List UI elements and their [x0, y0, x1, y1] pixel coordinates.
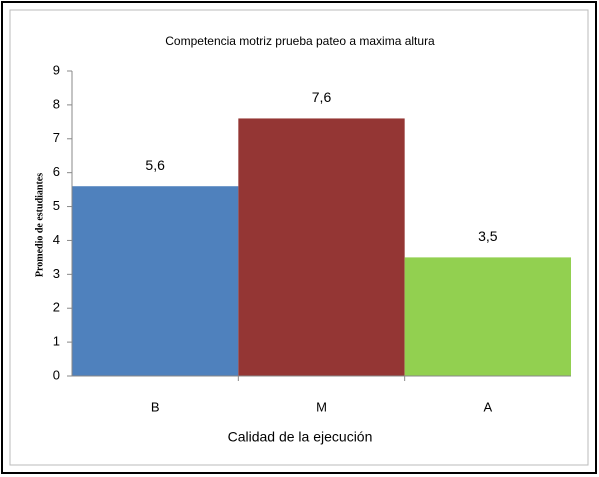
y-tick-label: 6 [53, 164, 60, 179]
x-tick-label: A [483, 399, 492, 414]
y-tick-label: 9 [53, 62, 60, 77]
bar [404, 257, 571, 376]
y-axis-title: Promedio de estudiantes [34, 173, 45, 277]
y-tick-label: 1 [53, 334, 60, 349]
y-tick-label: 5 [53, 198, 60, 213]
x-tick-label: M [316, 399, 327, 414]
y-tick-label: 8 [53, 96, 60, 111]
x-axis-title: Calidad de la ejecución [228, 429, 373, 445]
y-tick-label: 3 [53, 266, 60, 281]
y-tick-label: 4 [53, 232, 60, 247]
x-tick-label: B [151, 399, 160, 414]
chart-title: Competencia motriz prueba pateo a maxima… [165, 34, 435, 48]
y-tick-label: 2 [53, 300, 60, 315]
y-tick-label: 7 [53, 130, 60, 145]
data-label: 3,5 [478, 228, 498, 244]
data-label: 5,6 [145, 157, 165, 173]
data-label: 7,6 [312, 89, 332, 105]
bar [72, 186, 239, 376]
y-tick-label: 0 [53, 367, 60, 382]
bar [238, 118, 405, 376]
